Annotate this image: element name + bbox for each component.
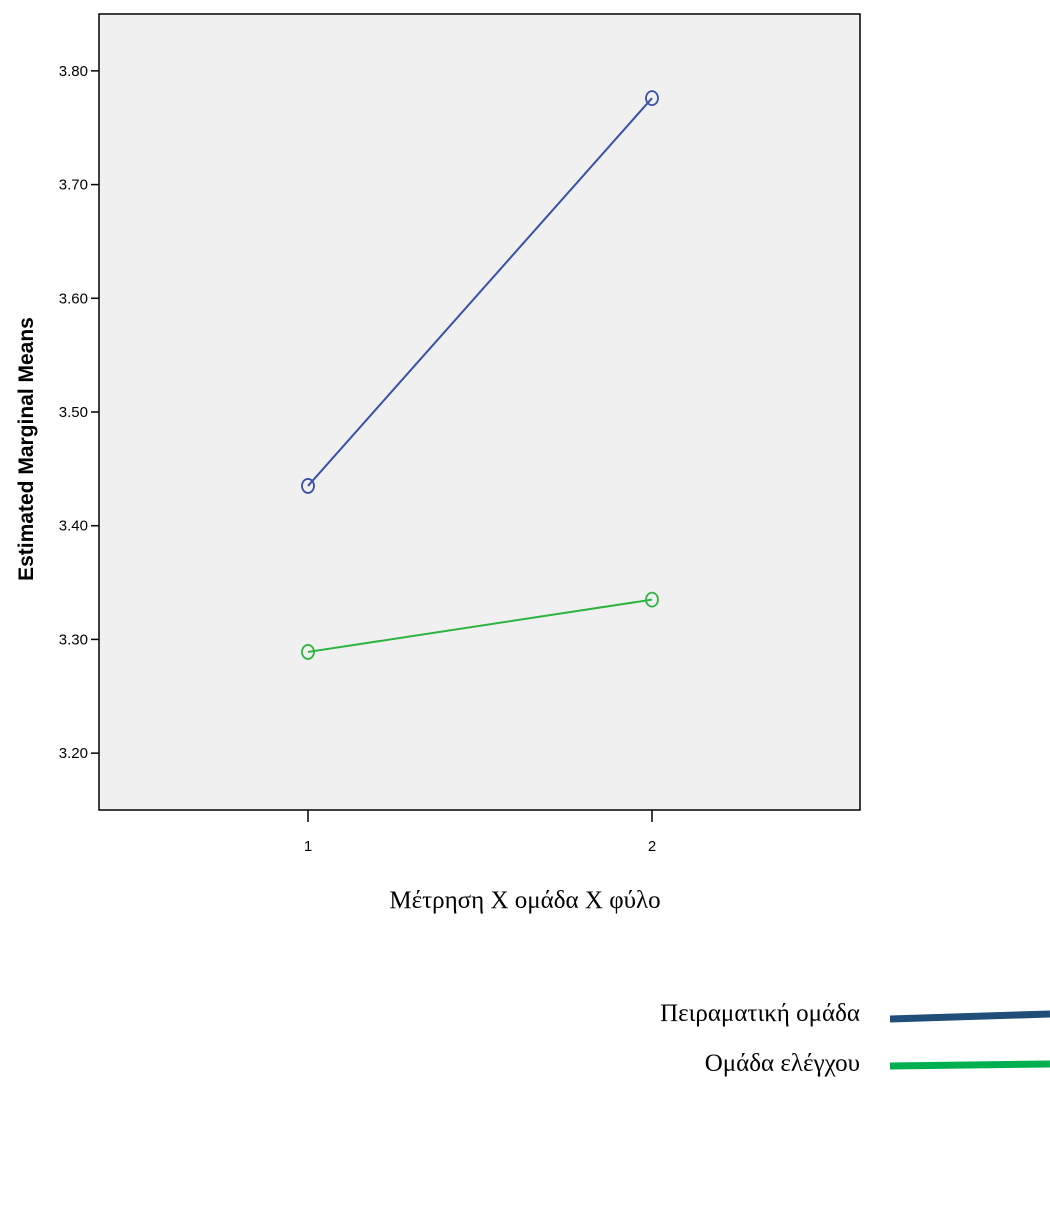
plot-area	[98, 13, 861, 811]
y-tick-label: 3.80	[59, 63, 88, 80]
series-0-point-1	[645, 90, 659, 107]
y-tick-label: 3.60	[59, 290, 88, 307]
x-tick-label: 1	[304, 838, 312, 855]
series-0-point-0	[301, 478, 315, 494]
series-1-point-1	[645, 591, 659, 608]
y-tick-label: 3.20	[59, 745, 88, 762]
y-tick-label: 3.30	[59, 631, 88, 648]
series-line-1	[307, 598, 653, 653]
y-tick-label: 3.70	[59, 177, 88, 194]
series-layer	[301, 90, 659, 660]
series-line-0	[307, 97, 653, 487]
legend-label-control: Ομάδα ελέγχου	[704, 1050, 860, 1077]
legend-swatch-experimental	[889, 1010, 1050, 1023]
x-tick-label: 2	[648, 838, 656, 855]
legend-label-experimental: Πειραματική ομάδα	[660, 1000, 860, 1027]
y-tick-label: 3.50	[59, 404, 88, 421]
y-axis-title: Estimated Marginal Means	[15, 317, 38, 581]
series-1-point-0	[301, 644, 315, 660]
y-tick-label: 3.40	[59, 518, 88, 535]
y-axis: 3.20 3.30 3.40 3.50 3.60 3.70 3.80	[59, 63, 99, 762]
chart-caption: Μέτρηση Χ ομάδα Χ φύλο	[389, 887, 661, 914]
legend-swatch-control	[889, 1060, 1050, 1070]
